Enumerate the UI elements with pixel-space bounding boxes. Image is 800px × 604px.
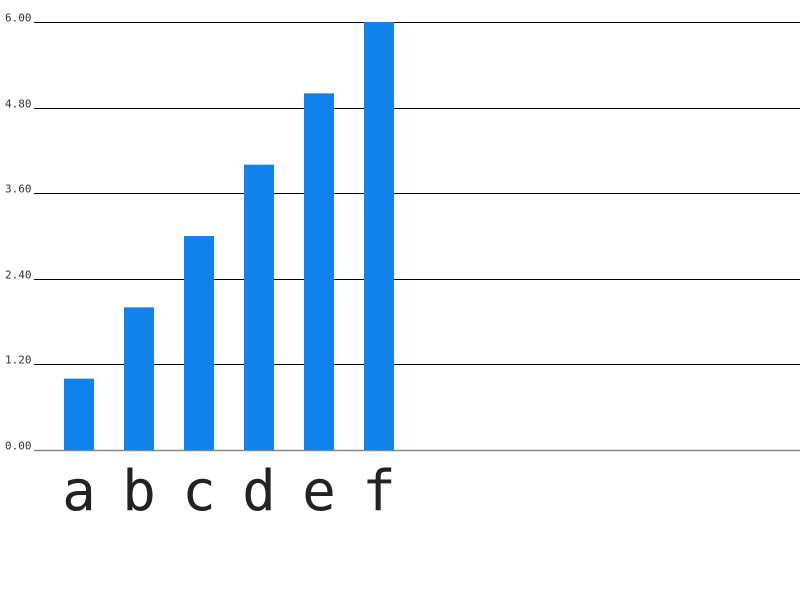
grid-layer [34, 22, 800, 452]
bar-d [244, 164, 274, 450]
x-category-label: a [62, 459, 96, 524]
bar-b [124, 307, 154, 450]
y-tick-label: 2.40 [5, 269, 32, 282]
y-tick-label: 1.20 [5, 354, 32, 367]
y-tick-label: 3.60 [5, 183, 32, 196]
x-category-label: b [122, 459, 156, 524]
y-tick-label: 0.00 [5, 440, 32, 453]
bar-e [304, 93, 334, 450]
bar-a [64, 378, 94, 450]
bars [64, 22, 394, 450]
y-axis-ticks: 0.00 1.20 2.40 3.60 4.80 6.00 [5, 12, 32, 453]
x-category-label: e [302, 459, 336, 524]
x-category-label: c [182, 459, 216, 524]
x-category-label: f [362, 459, 396, 524]
y-tick-label: 4.80 [5, 98, 32, 111]
bar-f [364, 22, 394, 450]
bar-c [184, 236, 214, 450]
y-tick-label: 6.00 [5, 12, 32, 25]
x-category-label: d [242, 459, 276, 524]
